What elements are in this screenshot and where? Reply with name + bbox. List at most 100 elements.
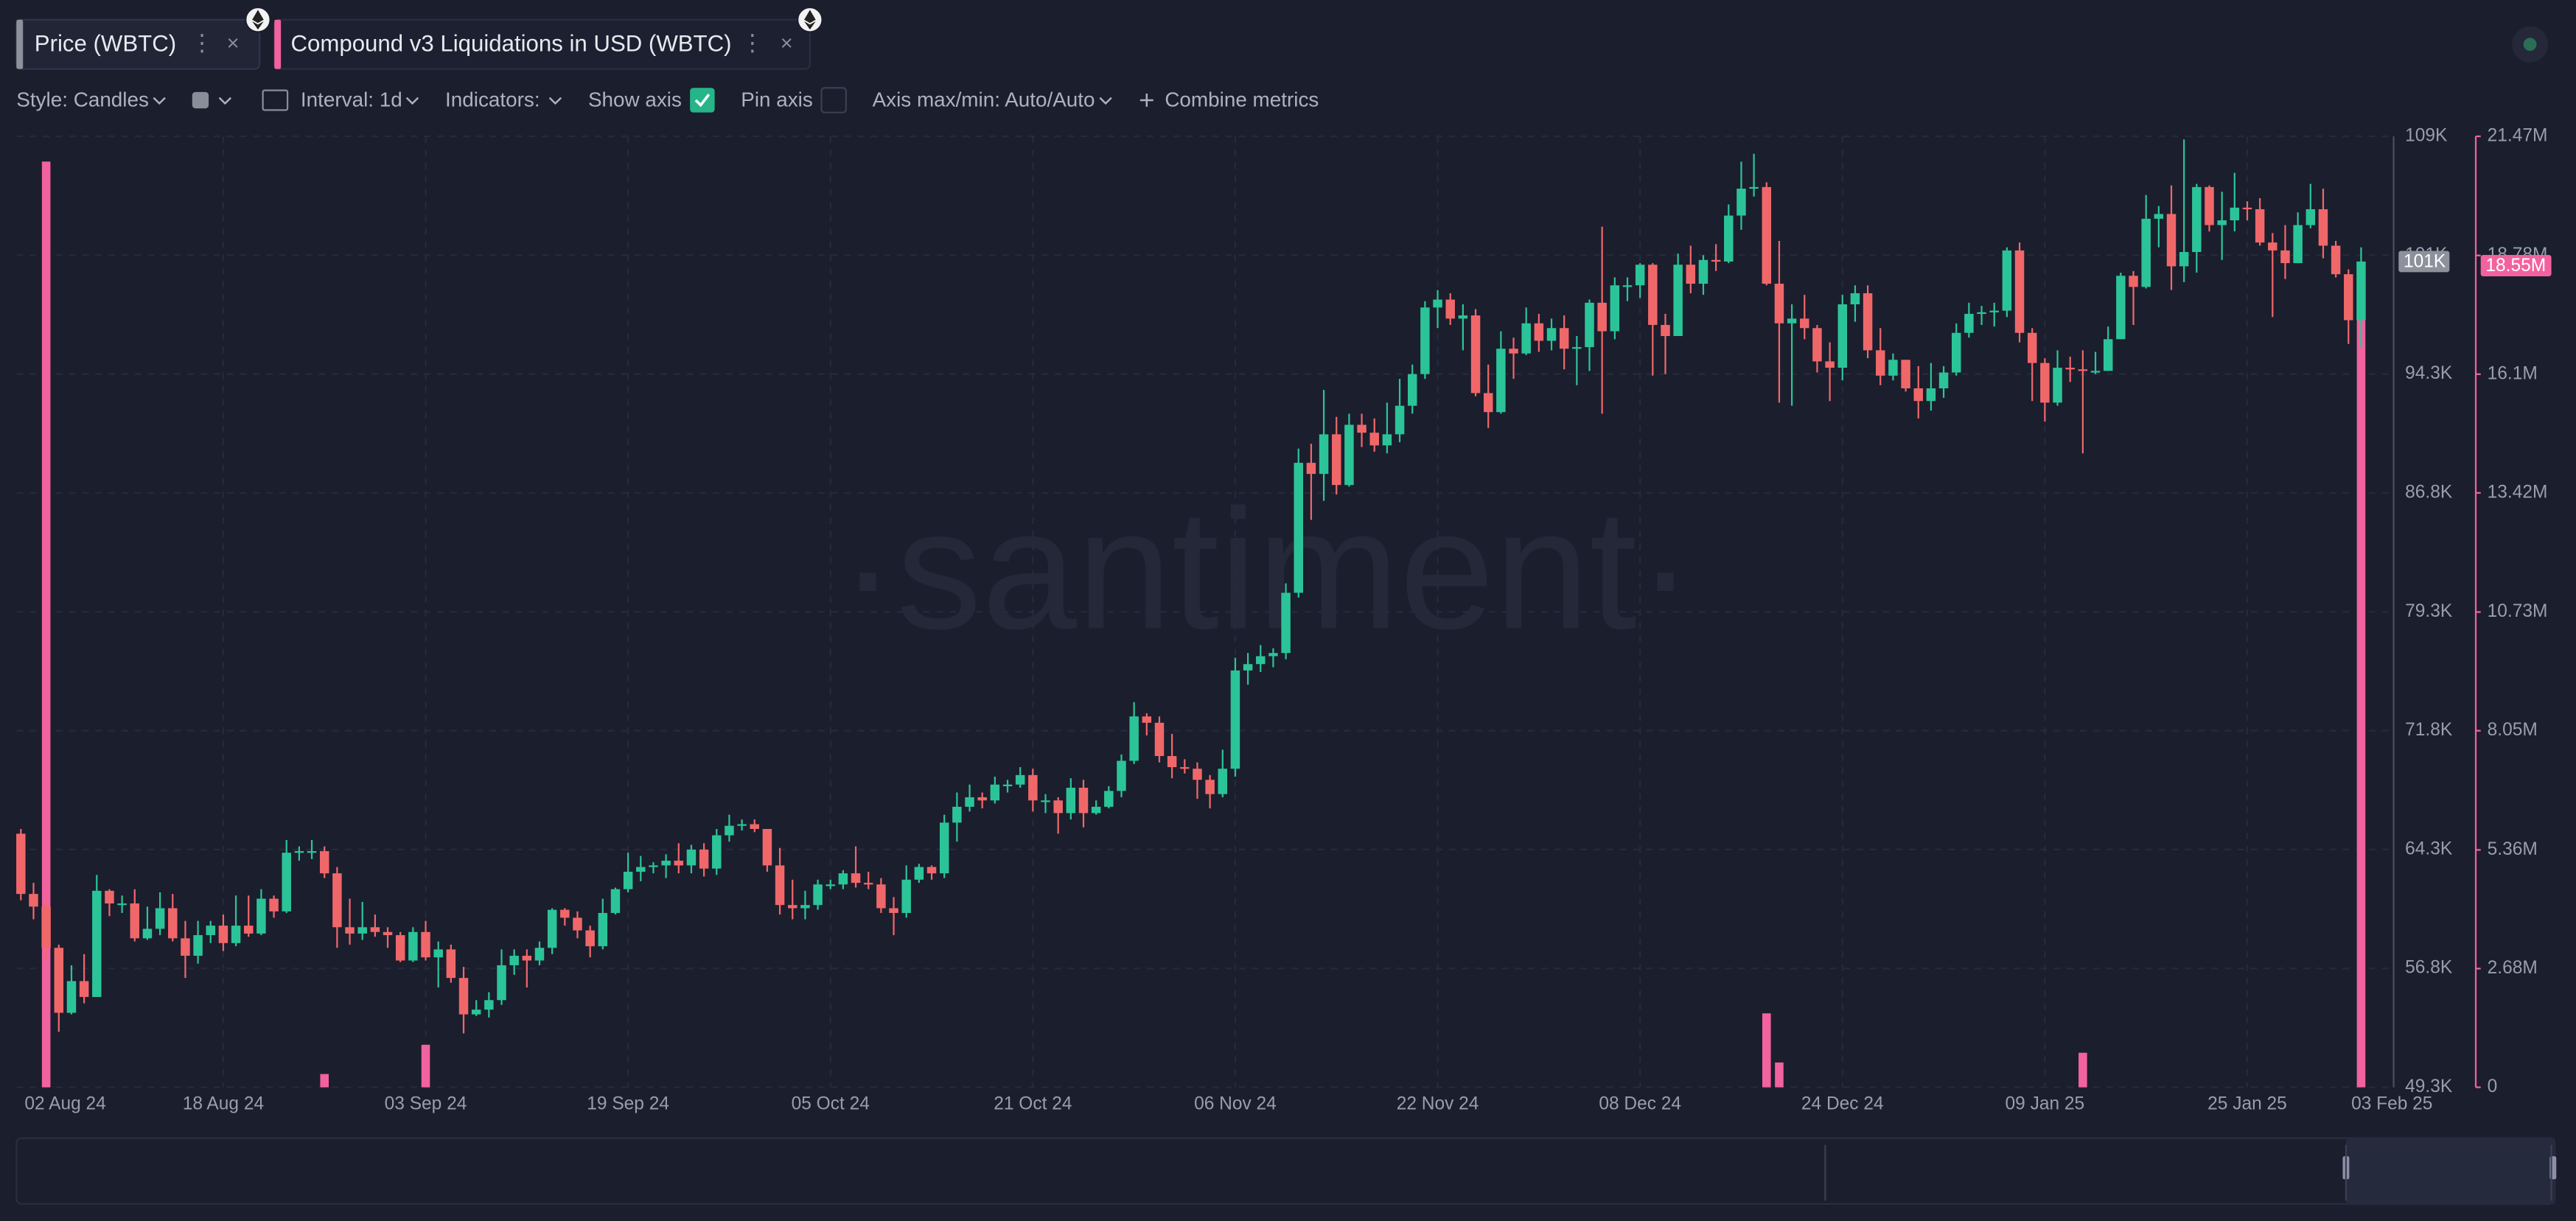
candle-body	[1901, 360, 1910, 389]
candle-body	[2014, 250, 2025, 333]
candle-body	[2027, 332, 2037, 363]
candle-body	[1294, 463, 1304, 593]
toolbar-item[interactable]: Indicators:	[445, 88, 540, 111]
tab-label[interactable]: Compound v3 Liquidations in USD (WBTC)	[291, 31, 732, 57]
candle-body	[41, 906, 51, 948]
candle-body	[649, 865, 658, 867]
candle-body	[775, 865, 785, 906]
candle-body	[712, 835, 722, 869]
x-tick-label: 02 Aug 24	[24, 1094, 105, 1113]
tab-accent	[274, 19, 282, 69]
candle-body	[1749, 186, 1759, 189]
chevron	[218, 97, 232, 105]
candle-body	[838, 873, 848, 885]
candle-body	[1281, 592, 1291, 654]
last-price-label: 101K	[2404, 252, 2446, 272]
navigator-window[interactable]	[2345, 1138, 2555, 1204]
candle-body	[1648, 265, 1658, 325]
candle-body	[1572, 347, 1582, 349]
x-tick-label: 03 Feb 25	[2351, 1094, 2432, 1113]
candle-body	[2268, 242, 2277, 251]
close-icon[interactable]: ×	[227, 32, 240, 55]
candle-body	[522, 956, 532, 961]
candle-body	[1066, 788, 1076, 814]
candle-body	[813, 884, 823, 906]
bar	[1762, 1013, 1771, 1088]
bar	[320, 1074, 329, 1088]
candle-body	[2255, 209, 2265, 243]
candle-body	[1724, 215, 1734, 262]
candle-body	[1470, 315, 1481, 393]
toolbar-item[interactable]: Interval: 1d	[301, 88, 402, 111]
tab-label[interactable]: Price (WBTC)	[35, 31, 176, 57]
candle-body	[1407, 374, 1417, 406]
x-tick-label: 24 Dec 24	[1801, 1094, 1884, 1113]
y-tick-label: 64.3K	[2405, 839, 2453, 858]
candle-body	[1964, 313, 1974, 333]
candle-body	[939, 822, 949, 874]
color-swatch[interactable]	[192, 91, 209, 109]
candle-body	[2065, 368, 2075, 370]
chevron	[153, 97, 166, 105]
candle-body	[1028, 774, 1038, 801]
tab[interactable]: Price (WBTC) ⋮ ×	[15, 6, 271, 70]
y2-tick-label: 5.36M	[2488, 839, 2538, 859]
y-tick-label: 71.8K	[2405, 720, 2453, 740]
toolbar-item[interactable]: Show axis	[588, 88, 682, 111]
candle-body	[1078, 788, 1089, 814]
candle-body	[2344, 274, 2353, 321]
candle-body	[851, 873, 861, 884]
candle-body	[737, 824, 747, 826]
toolbar-item[interactable]: Combine metrics	[1165, 88, 1319, 111]
navigator[interactable]	[15, 1137, 2556, 1205]
toolbar-item[interactable]: Pin axis	[741, 88, 813, 111]
y2-tick-label: 0	[2488, 1077, 2498, 1096]
candle-body	[1837, 304, 1848, 368]
candle-body	[1180, 767, 1190, 769]
chevron	[1099, 97, 1112, 105]
x-tick-label: 21 Oct 24	[994, 1094, 1072, 1113]
candle-body	[294, 851, 304, 853]
close-icon[interactable]: ×	[781, 32, 793, 55]
candle-body	[725, 825, 734, 836]
candle-body	[117, 903, 127, 906]
checkbox-checked[interactable]	[690, 88, 715, 113]
toolbar-item[interactable]: Style: Candles	[16, 88, 149, 111]
candle-body	[1913, 388, 1923, 402]
candle-body	[319, 851, 329, 874]
candle-body	[357, 927, 367, 934]
bar	[41, 161, 51, 1088]
bar	[421, 1044, 430, 1088]
menu-icon[interactable]: ⋮	[741, 29, 764, 55]
candle-body	[1395, 405, 1405, 435]
candle-body	[750, 824, 760, 829]
checkbox[interactable]	[820, 87, 848, 113]
candle-body	[66, 981, 77, 1013]
candle-body	[914, 867, 924, 880]
candle-body	[1129, 716, 1139, 761]
y2-tick-label: 13.42M	[2488, 482, 2548, 502]
toolbar-item[interactable]: Axis max/min: Auto/Auto	[873, 88, 1095, 111]
candle-body	[29, 894, 38, 907]
menu-icon[interactable]: ⋮	[191, 29, 214, 55]
candle-body	[825, 884, 835, 886]
candle-body	[1509, 349, 1518, 354]
plus-icon	[1139, 94, 1153, 107]
candle-body	[1926, 388, 1936, 402]
bar	[1775, 1062, 1784, 1088]
candle-body	[433, 949, 443, 958]
chevron	[405, 97, 419, 105]
x-tick-label: 25 Jan 25	[2207, 1094, 2287, 1113]
candle-body	[699, 849, 709, 869]
candle-body	[1433, 299, 1442, 308]
tab[interactable]: Compound v3 Liquidations in USD (WBTC) ⋮…	[273, 6, 823, 70]
candle-body	[1193, 769, 1202, 780]
candle-body	[1888, 360, 1898, 376]
candle-body	[636, 867, 646, 872]
candle-body	[2040, 363, 2050, 403]
x-tick-label: 08 Dec 24	[1599, 1094, 1681, 1113]
candle-body	[1117, 760, 1126, 791]
candle-body	[560, 909, 570, 918]
